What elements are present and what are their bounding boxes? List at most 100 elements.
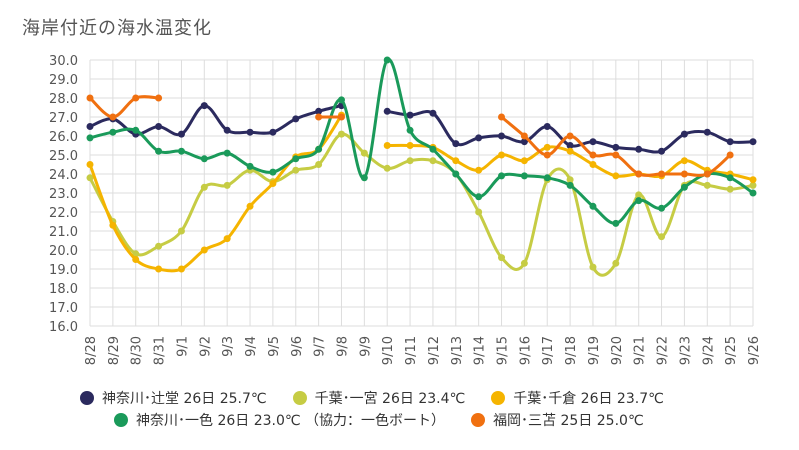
- data-point: [475, 134, 483, 142]
- data-point: [749, 181, 757, 189]
- data-point: [726, 138, 734, 146]
- x-tick-label: 9/9: [358, 336, 373, 357]
- legend-item-chikura[interactable]: 千葉･千倉 26日 23.7℃: [491, 388, 664, 408]
- data-point: [86, 174, 94, 182]
- data-point: [132, 126, 140, 134]
- legend-row-1: 神奈川･辻堂 26日 25.7℃ 千葉･一宮 26日 23.4℃ 千葉･千倉 2…: [80, 388, 690, 408]
- data-point: [520, 259, 528, 267]
- legend-label: 千葉･一宮 26日 23.4℃: [314, 391, 466, 407]
- legend-row-2: 神奈川･一色 26日 23.0℃ （協力：一色ボート） 福岡･三苫 25日 25…: [114, 410, 670, 430]
- data-point: [292, 155, 300, 163]
- data-point: [635, 145, 643, 153]
- data-point: [543, 143, 551, 151]
- series-4: [86, 94, 734, 178]
- data-point: [658, 204, 666, 212]
- legend-item-isshiki[interactable]: 神奈川･一色 26日 23.0℃ （協力：一色ボート）: [114, 410, 445, 430]
- x-tick-label: 8/30: [130, 336, 145, 365]
- data-point: [200, 183, 208, 191]
- x-axis: 8/28 8/29 8/30 8/31 9/1 9/2 9/3 9/4 9/5 9/6 9/7 9/8…: [84, 336, 762, 365]
- x-tick-label: 9/26: [747, 336, 762, 365]
- data-point: [223, 235, 231, 243]
- series-3: [86, 56, 757, 227]
- data-point: [155, 147, 163, 155]
- y-tick-label: 17.0: [49, 301, 78, 316]
- legend-marker: [114, 413, 128, 427]
- data-point: [406, 111, 414, 119]
- x-tick-label: 9/10: [381, 336, 396, 365]
- data-point: [132, 94, 140, 102]
- x-tick-label: 9/1: [175, 336, 190, 357]
- data-point: [177, 130, 185, 138]
- y-tick-label: 24.0: [49, 168, 78, 183]
- data-point: [543, 123, 551, 130]
- data-point: [337, 113, 345, 121]
- data-point: [109, 113, 117, 121]
- data-point: [452, 170, 460, 178]
- data-point: [658, 170, 666, 178]
- x-tick-label: 9/23: [678, 336, 693, 365]
- data-point: [749, 138, 757, 146]
- legend-label: 福岡･三苫 25日 25.0℃: [493, 413, 644, 429]
- data-point: [589, 138, 597, 146]
- data-point: [612, 143, 620, 151]
- legend-label: 神奈川･辻堂 26日 25.7℃: [102, 391, 267, 407]
- data-point: [498, 151, 506, 159]
- data-point: [383, 56, 391, 64]
- y-axis: 16.0 17.0 18.0 19.0 20.0 21.0 22.0 23.0 24.0 25.0…: [49, 54, 78, 335]
- y-tick-label: 21.0: [49, 225, 78, 240]
- data-point: [406, 126, 414, 134]
- data-point: [589, 263, 597, 271]
- legend-item-ichinomiya[interactable]: 千葉･一宮 26日 23.4℃: [292, 388, 466, 408]
- data-point: [223, 149, 231, 157]
- data-point: [155, 242, 163, 250]
- data-point: [246, 162, 254, 170]
- data-point: [566, 181, 574, 189]
- data-point: [337, 130, 345, 138]
- data-point: [520, 132, 528, 140]
- data-point: [269, 128, 277, 136]
- x-tick-label: 9/17: [541, 336, 556, 365]
- data-point: [543, 151, 551, 159]
- x-tick-label: 9/4: [244, 336, 259, 357]
- data-point: [749, 176, 757, 184]
- data-point: [177, 147, 185, 155]
- data-point: [360, 149, 368, 157]
- x-tick-label: 9/21: [633, 336, 648, 365]
- data-point: [155, 123, 163, 130]
- data-point: [269, 180, 277, 187]
- data-point: [589, 151, 597, 159]
- legend-marker: [491, 391, 506, 405]
- x-tick-label: 9/2: [198, 336, 213, 357]
- data-point: [520, 157, 528, 165]
- data-point: [498, 254, 506, 262]
- data-point: [498, 132, 506, 140]
- data-point: [452, 140, 460, 148]
- data-point: [429, 109, 437, 117]
- data-point: [429, 157, 437, 165]
- data-point: [612, 219, 620, 227]
- data-point: [86, 94, 94, 102]
- legend-item-mitoma[interactable]: 福岡･三苫 25日 25.0℃: [471, 410, 644, 430]
- x-tick-label: 9/19: [587, 336, 602, 365]
- y-tick-label: 25.0: [49, 149, 78, 164]
- data-point: [109, 128, 117, 136]
- x-tick-label: 9/5: [267, 336, 282, 357]
- data-point: [635, 170, 643, 178]
- y-tick-label: 18.0: [49, 282, 78, 297]
- series-1: [86, 130, 757, 277]
- y-tick-label: 28.0: [49, 92, 78, 107]
- y-tick-label: 16.0: [49, 320, 78, 335]
- data-point: [749, 189, 757, 197]
- data-point: [475, 166, 483, 174]
- x-tick-label: 8/31: [153, 336, 168, 365]
- data-point: [612, 172, 620, 180]
- x-tick-label: 9/12: [427, 336, 442, 365]
- x-tick-label: 9/15: [496, 336, 511, 365]
- data-point: [429, 145, 437, 153]
- data-point: [132, 250, 140, 258]
- data-point: [680, 157, 688, 165]
- data-point: [315, 107, 323, 115]
- data-point: [726, 185, 734, 193]
- legend-item-tsujido[interactable]: 神奈川･辻堂 26日 25.7℃: [80, 388, 267, 408]
- series-line: [88, 95, 159, 119]
